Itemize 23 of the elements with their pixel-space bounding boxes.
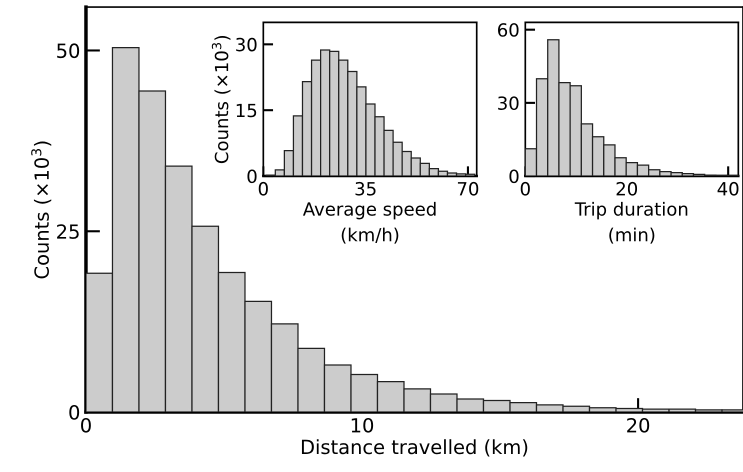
y-tick-label: 30 bbox=[498, 96, 519, 110]
x-tick-label: 20 bbox=[627, 418, 650, 433]
x-tick-label: 20 bbox=[616, 182, 638, 196]
y-axis-title: Counts (×10$^{3}$) bbox=[31, 142, 52, 278]
x-axis-title: Average speed (km/h) bbox=[302, 202, 436, 244]
x-tick-label: 0 bbox=[520, 182, 530, 196]
x-tick-label: 70 bbox=[458, 182, 478, 196]
x-tick-label: 35 bbox=[356, 182, 376, 196]
y-tick-label: 15 bbox=[236, 104, 256, 118]
y-axis-title: Counts (×10$^{3}$) bbox=[212, 36, 230, 164]
x-tick-label: 0 bbox=[258, 182, 268, 196]
y-tick-label: 30 bbox=[236, 38, 257, 52]
y-tick-label: 0 bbox=[247, 170, 257, 184]
x-tick-label: 10 bbox=[352, 418, 374, 433]
y-tick-label: 0 bbox=[69, 405, 80, 420]
y-tick-label: 25 bbox=[57, 224, 79, 239]
x-axis-title: Trip duration (min) bbox=[574, 202, 688, 244]
x-axis-title: Distance travelled (km) bbox=[302, 439, 528, 457]
x-tick-label: 0 bbox=[81, 418, 91, 433]
y-tick-label: 60 bbox=[498, 23, 519, 37]
x-tick-label: 40 bbox=[718, 182, 738, 196]
y-tick-label: 50 bbox=[57, 43, 80, 58]
y-tick-label: 0 bbox=[509, 170, 519, 184]
